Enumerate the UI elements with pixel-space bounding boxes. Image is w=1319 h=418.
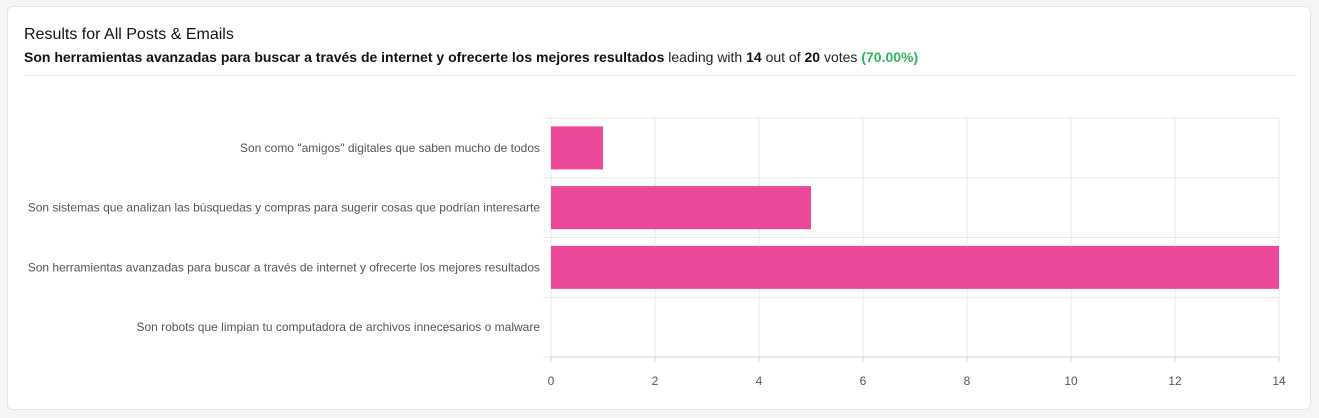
x-tick-label: 10 xyxy=(1064,374,1078,388)
bar xyxy=(551,245,1279,289)
leader-summary: Son herramientas avanzadas para buscar a… xyxy=(24,49,918,65)
x-tick-label: 14 xyxy=(1272,374,1286,388)
header-divider xyxy=(24,75,1296,76)
category-label: Son sistemas que analizan las búsquedas … xyxy=(28,201,541,215)
bar xyxy=(551,186,811,230)
x-tick-label: 2 xyxy=(652,374,659,388)
category-label: Son como "amigos" digitales que saben mu… xyxy=(240,141,540,155)
votes-word: votes xyxy=(823,49,858,65)
out-of-text: out of xyxy=(765,49,801,65)
x-tick-label: 4 xyxy=(756,374,763,388)
leader-votes-count: 14 xyxy=(746,49,762,65)
leading-with-text: leading with xyxy=(668,49,743,65)
leader-percent: (70.00%) xyxy=(861,49,919,65)
x-tick-label: 0 xyxy=(548,374,555,388)
x-tick-label: 6 xyxy=(860,374,867,388)
category-label: Son robots que limpian tu computadora de… xyxy=(136,320,540,334)
x-tick-label: 12 xyxy=(1168,374,1182,388)
results-card: Results for All Posts & Emails Son herra… xyxy=(7,6,1311,410)
total-votes-count: 20 xyxy=(804,49,821,65)
leader-option-text: Son herramientas avanzadas para buscar a… xyxy=(24,49,665,65)
results-title: Results for All Posts & Emails xyxy=(24,26,234,43)
category-label: Son herramientas avanzadas para buscar a… xyxy=(28,260,540,274)
x-tick-label: 8 xyxy=(964,374,971,388)
bar xyxy=(551,126,603,170)
